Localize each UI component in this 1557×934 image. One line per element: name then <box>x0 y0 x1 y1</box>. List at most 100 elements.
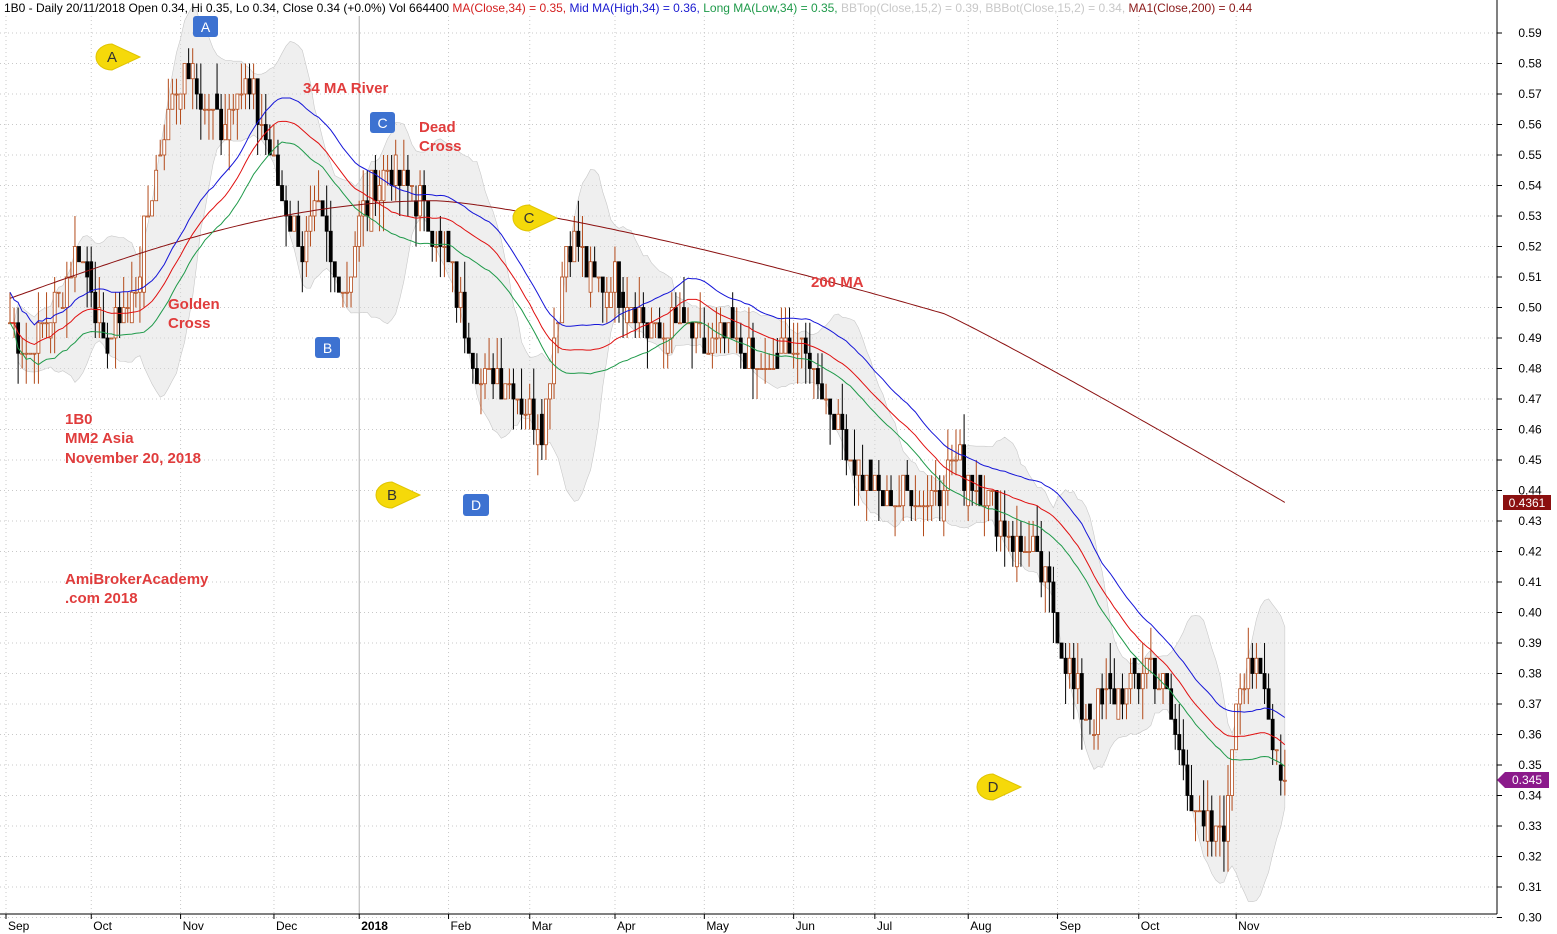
candle <box>470 352 475 384</box>
candle <box>474 353 479 385</box>
candle <box>56 291 61 308</box>
candle <box>182 63 187 110</box>
candle <box>1246 627 1251 704</box>
svg-text:D: D <box>988 779 999 796</box>
candle <box>682 277 686 324</box>
annotation-dead-cross-line1: Dead <box>419 119 456 136</box>
candle <box>1254 643 1259 689</box>
candle <box>479 368 483 415</box>
candle <box>1132 657 1137 689</box>
candle <box>714 307 719 354</box>
candle <box>1270 704 1275 765</box>
y-tick-label: 0.52 <box>1518 240 1542 254</box>
y-tick-label: 0.37 <box>1518 697 1542 711</box>
y-tick-label: 0.48 <box>1518 362 1542 376</box>
y-tick-label: 0.55 <box>1518 148 1542 162</box>
label-box-b: B <box>315 337 340 358</box>
header-part: BBTop(Close,15,2) = 0.39, <box>841 1 985 15</box>
candle <box>166 78 171 141</box>
svg-text:0.4361: 0.4361 <box>1509 496 1546 510</box>
candle <box>219 94 224 155</box>
y-tick-label: 0.45 <box>1518 453 1542 467</box>
candle <box>584 246 589 278</box>
candle <box>312 185 317 232</box>
candle <box>864 474 869 521</box>
candle <box>1039 521 1044 598</box>
candle <box>941 475 946 537</box>
candle <box>548 383 552 430</box>
candle <box>856 459 861 506</box>
candle <box>1124 688 1129 720</box>
y-tick-label: 0.39 <box>1518 636 1542 650</box>
svg-text:C: C <box>524 210 535 227</box>
candle <box>430 230 435 262</box>
candle <box>28 352 33 355</box>
candle <box>1010 521 1015 567</box>
candle <box>426 200 431 232</box>
candle <box>292 215 297 232</box>
candle <box>1100 673 1105 720</box>
x-tick-label: Nov <box>1238 919 1259 933</box>
candle <box>1226 765 1230 872</box>
label-box-d: D <box>463 494 489 516</box>
y-tick-label: 0.41 <box>1518 575 1542 589</box>
candle <box>341 291 345 308</box>
candle <box>1157 673 1161 691</box>
candle <box>146 185 150 218</box>
x-tick-label: Sep <box>8 919 30 933</box>
candle <box>458 277 463 323</box>
candle <box>1148 627 1153 674</box>
candle <box>223 94 228 141</box>
candle <box>523 399 528 430</box>
candle <box>324 185 329 262</box>
candle <box>535 414 540 476</box>
header-part: MA1(Close,200) = 0.44 <box>1129 1 1253 15</box>
candle <box>775 338 780 369</box>
moving-averages <box>9 97 1286 767</box>
candle <box>848 459 853 462</box>
candle <box>1201 780 1206 842</box>
svg-text:A: A <box>107 49 117 66</box>
y-tick-label: 0.59 <box>1518 26 1542 40</box>
y-tick-label: 0.30 <box>1518 911 1542 925</box>
candle <box>820 353 824 400</box>
candle <box>1266 673 1271 720</box>
candle <box>974 460 979 506</box>
candle <box>678 292 682 325</box>
svg-text:0.345: 0.345 <box>1512 773 1542 787</box>
candle <box>491 353 496 399</box>
candle <box>401 139 406 186</box>
x-tick-label: Jul <box>877 919 892 933</box>
y-tick-label: 0.56 <box>1518 118 1542 132</box>
svg-text:B: B <box>323 340 332 356</box>
candle <box>653 322 658 338</box>
candle <box>690 322 694 369</box>
candle <box>174 78 179 125</box>
candle <box>1096 688 1100 750</box>
candle <box>438 216 443 277</box>
candle <box>466 322 471 354</box>
candle <box>345 261 349 308</box>
candle <box>568 231 573 277</box>
candle <box>617 261 621 323</box>
x-tick-label: 2018 <box>361 919 388 933</box>
candle <box>844 414 849 476</box>
candle <box>1189 765 1194 812</box>
candle <box>783 307 788 354</box>
candle <box>560 261 565 324</box>
candle <box>901 474 906 521</box>
candle <box>60 292 65 309</box>
candle <box>276 139 280 186</box>
x-tick-label: Oct <box>1141 919 1160 933</box>
svg-text:A: A <box>201 19 211 35</box>
candle <box>1104 658 1109 720</box>
candle <box>215 63 219 110</box>
candle <box>170 78 175 110</box>
candle <box>872 474 877 491</box>
x-tick-label: Jun <box>796 919 815 933</box>
candle <box>105 322 110 369</box>
candle <box>1205 780 1210 857</box>
candle <box>1035 505 1040 552</box>
candle <box>1222 795 1226 872</box>
